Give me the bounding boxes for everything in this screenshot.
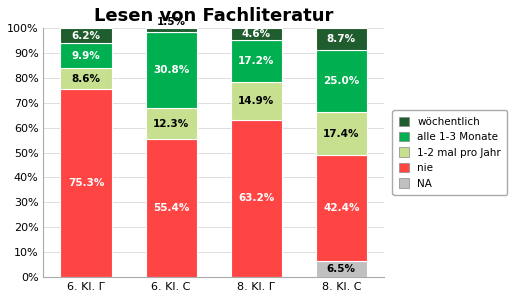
Bar <box>316 155 367 261</box>
Text: 14.9%: 14.9% <box>238 96 274 106</box>
Text: 42.4%: 42.4% <box>323 203 359 213</box>
Bar <box>316 112 367 155</box>
Text: 63.2%: 63.2% <box>238 193 274 203</box>
Text: 55.4%: 55.4% <box>153 203 190 213</box>
Bar <box>316 28 367 50</box>
Text: 6.5%: 6.5% <box>327 264 356 274</box>
Bar <box>146 139 197 277</box>
Text: 17.4%: 17.4% <box>323 129 359 139</box>
Text: 17.2%: 17.2% <box>238 56 274 66</box>
Bar <box>231 120 282 277</box>
Title: Lesen von Fachliteratur: Lesen von Fachliteratur <box>94 7 333 25</box>
Text: 12.3%: 12.3% <box>153 119 189 129</box>
Bar <box>231 28 282 39</box>
Bar <box>146 28 197 32</box>
Text: 8.6%: 8.6% <box>72 74 100 84</box>
Legend: wöchentlich, alle 1-3 Monate, 1-2 mal pro Jahr, nie, NA: wöchentlich, alle 1-3 Monate, 1-2 mal pr… <box>392 110 507 195</box>
Bar <box>316 261 367 277</box>
Text: 4.6%: 4.6% <box>242 29 271 39</box>
Text: 9.9%: 9.9% <box>72 51 100 61</box>
Bar <box>231 83 282 120</box>
Bar <box>60 89 112 277</box>
Bar <box>60 43 112 68</box>
Bar <box>60 28 112 43</box>
Text: 25.0%: 25.0% <box>323 76 359 86</box>
Text: 75.3%: 75.3% <box>68 178 104 188</box>
Bar <box>316 50 367 112</box>
Bar <box>60 68 112 89</box>
Bar <box>231 39 282 83</box>
Bar <box>146 109 197 139</box>
Text: 1.5%: 1.5% <box>157 17 185 28</box>
Text: 8.7%: 8.7% <box>327 34 356 44</box>
Bar <box>146 32 197 109</box>
Text: 6.2%: 6.2% <box>72 30 100 41</box>
Text: 30.8%: 30.8% <box>153 65 189 75</box>
